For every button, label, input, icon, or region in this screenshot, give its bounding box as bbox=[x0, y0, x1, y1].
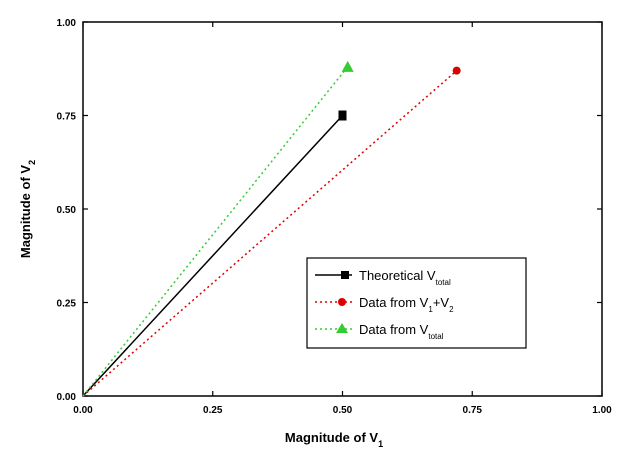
x-tick-label: 0.50 bbox=[333, 405, 353, 416]
x-tick-label: 1.00 bbox=[592, 405, 612, 416]
x-axis-label: Magnitude of V1 bbox=[285, 430, 383, 449]
x-tick-label: 0.75 bbox=[463, 405, 483, 416]
axis-ticks: 0.00 0.25 0.50 0.75 1.00 0.00 0.25 0.50 0.75 1.00 bbox=[57, 18, 613, 416]
x-tick-label: 0.25 bbox=[203, 405, 223, 416]
series-line-0 bbox=[82, 114, 344, 397]
data-point-square bbox=[338, 110, 347, 121]
y-axis-label-sub: 2 bbox=[27, 160, 37, 165]
legend: Theoretical Vtotal Data from V1+V2 Data … bbox=[306, 257, 527, 349]
legend-label-data-v1-v2: Data from V1+V2 bbox=[359, 295, 454, 314]
legend-label-data-vtotal: Data from Vtotal bbox=[359, 322, 444, 341]
legend-entry-theoretical: Theoretical Vtotal bbox=[315, 268, 451, 287]
y-tick-label: 0.50 bbox=[57, 205, 77, 216]
series-line-2 bbox=[82, 66, 349, 397]
legend-label-data-v1-v2-main: Data from V bbox=[359, 295, 429, 310]
legend-marker-square bbox=[341, 271, 349, 279]
legend-label-theoretical-main: Theoretical V bbox=[359, 268, 436, 283]
x-tick-label: 0.00 bbox=[73, 405, 93, 416]
y-axis-label-main: Magnitude of V bbox=[18, 165, 33, 258]
legend-label-data-v1-v2-sub2: 2 bbox=[449, 305, 454, 314]
y-tick-label: 0.00 bbox=[57, 392, 77, 403]
legend-marker-triangle bbox=[336, 323, 348, 333]
legend-marker-circle bbox=[338, 298, 346, 306]
y-tick-label: 0.25 bbox=[57, 299, 77, 310]
y-tick-label: 1.00 bbox=[57, 18, 77, 29]
legend-label-theoretical: Theoretical Vtotal bbox=[359, 268, 451, 287]
data-point-triangle bbox=[341, 60, 354, 72]
legend-label-data-vtotal-sub: total bbox=[428, 332, 443, 341]
y-axis-label: Magnitude of V2 bbox=[18, 160, 37, 258]
legend-label-data-v1-v2-suffix: +V bbox=[433, 295, 450, 310]
y-tick-label: 0.75 bbox=[57, 112, 77, 123]
legend-entry-data-v1-v2: Data from V1+V2 bbox=[315, 295, 454, 314]
x-axis-label-sub: 1 bbox=[378, 439, 383, 449]
data-point-circle bbox=[452, 66, 461, 75]
x-axis-label-main: Magnitude of V bbox=[285, 430, 378, 445]
series-layer bbox=[82, 60, 461, 397]
legend-label-data-vtotal-main: Data from V bbox=[359, 322, 429, 337]
legend-label-data-v1-v2-sub: 1 bbox=[428, 305, 433, 314]
legend-entry-data-vtotal: Data from Vtotal bbox=[315, 322, 444, 341]
legend-label-theoretical-sub: total bbox=[436, 278, 451, 287]
